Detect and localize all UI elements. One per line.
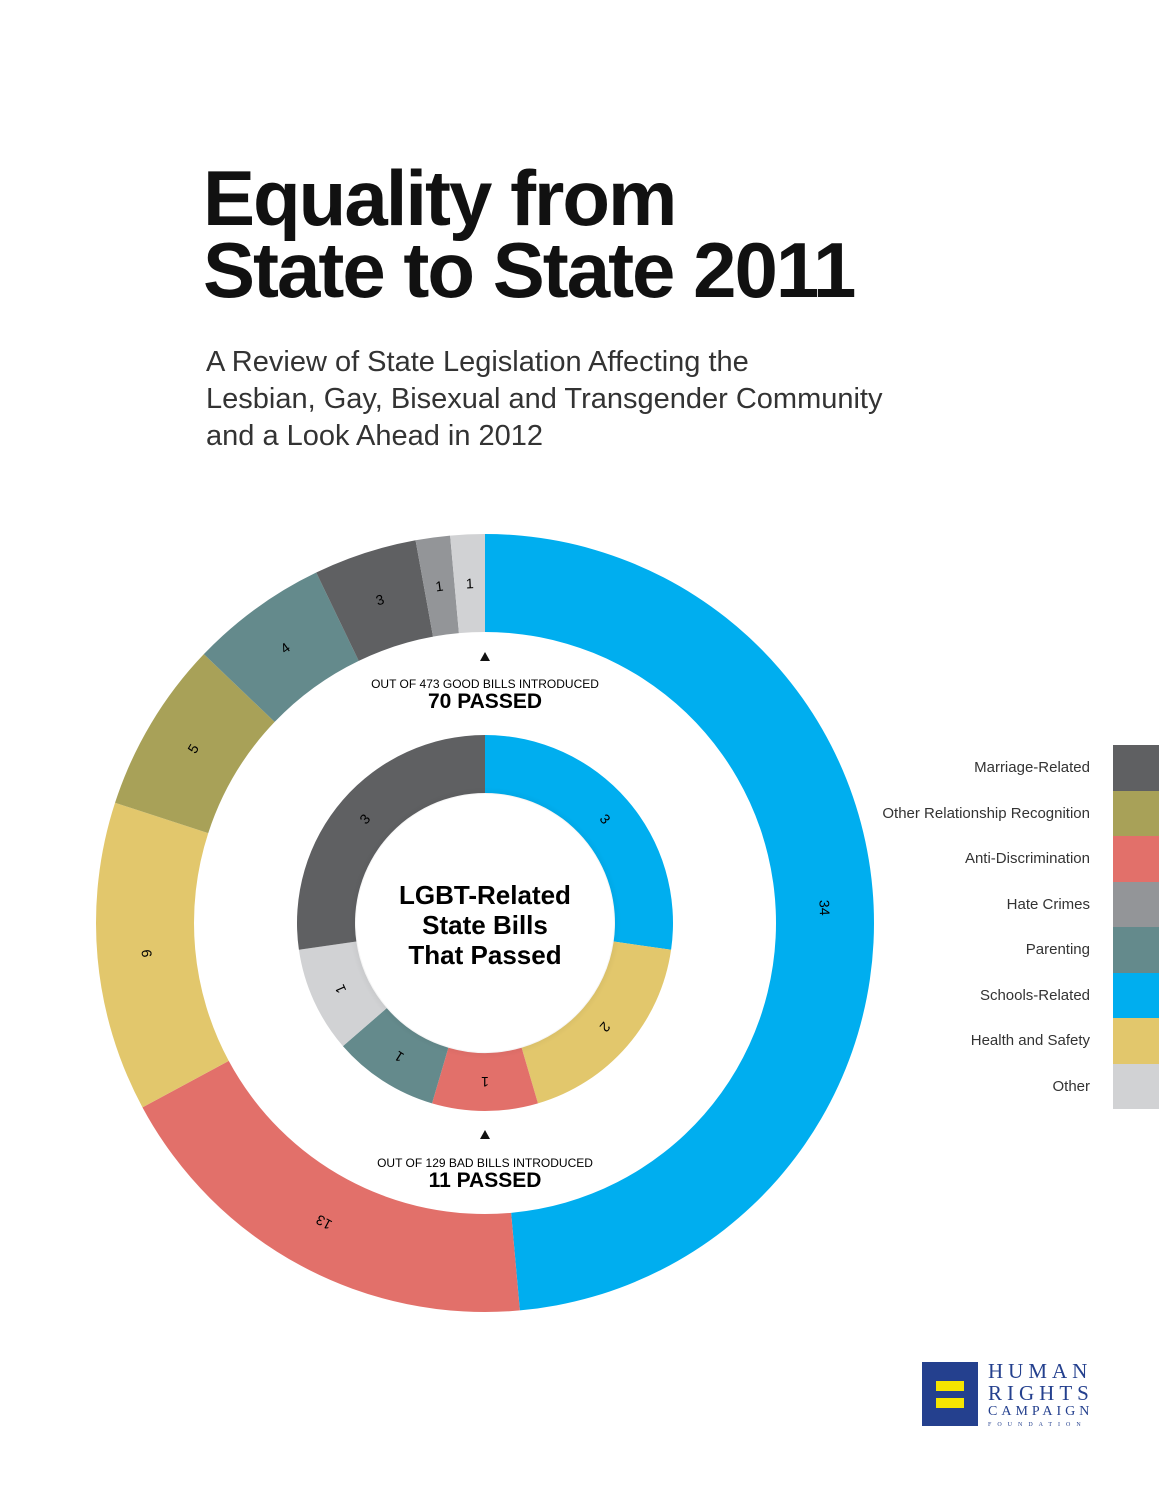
segment-anti-discrimination	[432, 1047, 538, 1111]
subtitle-line: A Review of State Legislation Affecting …	[206, 346, 749, 378]
legend-swatch	[1113, 1018, 1159, 1064]
legend-swatch	[1113, 836, 1159, 882]
logo-text: FOUNDATION	[988, 1422, 1087, 1428]
legend-label: Hate Crimes	[1006, 895, 1090, 913]
center-disc	[356, 794, 614, 1052]
segment-schools-related	[485, 534, 874, 1311]
segment-hate-crimes	[415, 535, 459, 637]
triangle-marker	[480, 652, 490, 661]
legend-item: Marriage-Related	[882, 745, 1159, 791]
logo-text: HUMAN	[988, 1359, 1093, 1383]
legend-item: Parenting	[882, 927, 1159, 973]
good-bills-total: 70 PASSED	[428, 690, 542, 713]
logo-text: RIGHTS	[988, 1381, 1094, 1405]
title-line: Equality from	[203, 154, 677, 242]
center-title-line: State Bills	[422, 910, 548, 940]
segment-health-and-safety	[95, 802, 229, 1108]
data-label: 34	[816, 900, 833, 916]
page-title: Equality from State to State 2011	[203, 159, 856, 309]
legend-label: Schools-Related	[979, 986, 1090, 1004]
legend-swatch	[1113, 745, 1159, 791]
triangle-marker	[480, 1130, 490, 1139]
legend-swatch	[1113, 790, 1159, 836]
legend-item: Schools-Related	[882, 972, 1159, 1018]
legend-label: Anti-Discrimination	[964, 850, 1090, 868]
data-label: 1	[434, 578, 444, 595]
legend-item: Other Relationship Recognition	[882, 790, 1159, 836]
legend-swatch	[1113, 927, 1159, 973]
segment-marriage-related	[297, 735, 485, 950]
legend-swatch	[1113, 972, 1159, 1018]
center-title-line: That Passed	[408, 940, 561, 970]
legend-swatch	[1113, 1063, 1159, 1109]
legend: Marriage-Related Other Relationship Recog…	[882, 745, 1159, 1109]
legend-label: Marriage-Related	[974, 759, 1090, 777]
data-label: 1	[481, 1074, 489, 1090]
logo-equal-sign	[922, 1362, 978, 1426]
bad-bills-total: 11 PASSED	[429, 1169, 542, 1192]
segment-marriage-related	[316, 540, 434, 661]
legend-item: Health and Safety	[882, 1018, 1159, 1064]
legend-swatch	[1113, 881, 1159, 927]
bad-bills-caption: OUT OF 129 BAD BILLS INTRODUCED	[377, 1156, 593, 1170]
segment-parenting	[203, 572, 359, 722]
legend-label: Health and Safety	[970, 1032, 1090, 1050]
legend-label: Other	[1052, 1077, 1090, 1095]
data-label: 13	[313, 1212, 334, 1234]
segment-parenting	[342, 1008, 449, 1104]
segment-schools-related	[485, 734, 673, 950]
legend-item: Hate Crimes	[882, 881, 1159, 927]
segment-other	[298, 941, 387, 1047]
data-label: 9	[138, 949, 155, 958]
legend-label: Parenting	[1025, 941, 1090, 959]
good-bills-caption: OUT OF 473 GOOD BILLS INTRODUCED	[371, 677, 599, 691]
center-title-line: LGBT-Related	[399, 880, 571, 910]
title-line: State to State 2011	[203, 226, 856, 314]
segment-other-relationship-recognition	[115, 654, 275, 834]
subtitle: A Review of State Legislation Affecting …	[206, 344, 883, 455]
logo-text: CAMPAIGN	[988, 1404, 1094, 1419]
data-label: 1	[465, 575, 474, 591]
subtitle-line: and a Look Ahead in 2012	[206, 420, 544, 452]
legend-item: Anti-Discrimination	[882, 836, 1159, 882]
segment-health-and-safety	[521, 941, 672, 1104]
segment-anti-discrimination	[142, 1060, 520, 1312]
legend-label: Other Relationship Recognition	[882, 804, 1090, 822]
legend-item: Other	[882, 1063, 1159, 1109]
subtitle-line: Lesbian, Gay, Bisexual and Transgender C…	[206, 383, 883, 415]
segment-other	[450, 534, 485, 634]
